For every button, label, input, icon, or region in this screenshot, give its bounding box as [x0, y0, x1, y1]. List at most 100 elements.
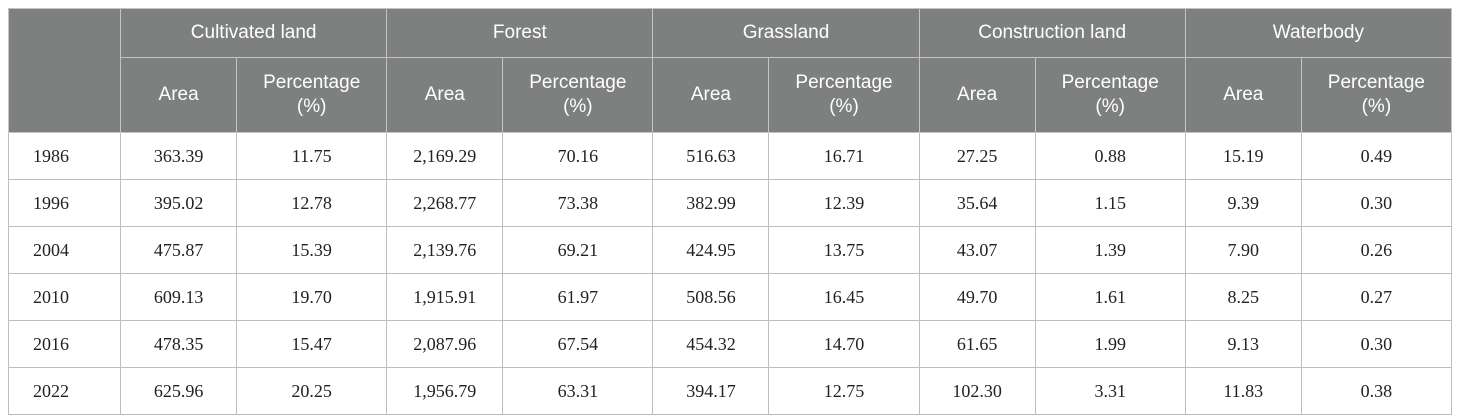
- group-header-construction-land: Construction land: [918, 8, 1186, 58]
- waterbody-area-cell: 11.83: [1184, 367, 1302, 415]
- percentage-unit: (%): [829, 96, 859, 117]
- grassland-area-cell: 454.32: [652, 320, 770, 368]
- grassland-percentage-cell: 16.45: [768, 273, 920, 321]
- forest-area-cell: 2,268.77: [386, 179, 504, 227]
- table-body: 1986 363.39 11.75 2,169.29 70.16 516.63 16.71 2…: [7, 132, 1453, 415]
- percentage-label: Percentage: [1061, 72, 1159, 94]
- grassland-area-cell: 424.95: [652, 226, 770, 274]
- construction-percentage-cell: 3.31: [1034, 367, 1186, 415]
- area-header: Area: [918, 57, 1036, 133]
- forest-percentage-cell: 70.16: [502, 132, 654, 180]
- grassland-percentage-cell: 12.75: [768, 367, 920, 415]
- area-header: Area: [652, 57, 770, 133]
- percentage-label: Percentage: [263, 72, 361, 94]
- cultivated-percentage-cell: 19.70: [236, 273, 388, 321]
- percentage-unit: (%): [296, 96, 327, 117]
- construction-percentage-cell: 1.61: [1034, 273, 1186, 321]
- cultivated-percentage-cell: 20.25: [236, 367, 388, 415]
- grassland-percentage-cell: 13.75: [768, 226, 920, 274]
- construction-percentage-cell: 0.88: [1034, 132, 1186, 180]
- waterbody-area-cell: 8.25: [1184, 273, 1302, 321]
- cultivated-area-cell: 475.87: [120, 226, 238, 274]
- cultivated-percentage-cell: 12.78: [236, 179, 388, 227]
- year-cell: 2004: [7, 226, 122, 274]
- year-cell: 2010: [7, 273, 122, 321]
- construction-percentage-cell: 1.39: [1034, 226, 1186, 274]
- cultivated-area-cell: 363.39: [120, 132, 238, 180]
- grassland-percentage-cell: 14.70: [768, 320, 920, 368]
- waterbody-percentage-cell: 0.49: [1300, 132, 1453, 180]
- percentage-header: Percentage (%): [1034, 57, 1186, 133]
- land-use-table: Cultivated land Forest Grassland Constru…: [7, 8, 1453, 415]
- forest-area-cell: 1,915.91: [386, 273, 504, 321]
- forest-area-cell: 1,956.79: [386, 367, 504, 415]
- construction-area-cell: 102.30: [918, 367, 1036, 415]
- cultivated-percentage-cell: 15.39: [236, 226, 388, 274]
- percentage-label: Percentage: [795, 72, 893, 94]
- cultivated-area-cell: 395.02: [120, 179, 238, 227]
- percentage-header: Percentage (%): [768, 57, 920, 133]
- forest-area-cell: 2,169.29: [386, 132, 504, 180]
- percentage-header: Percentage (%): [502, 57, 654, 133]
- table-row: 2016 478.35 15.47 2,087.96 67.54 454.32 14.70 6…: [7, 320, 1453, 368]
- percentage-unit: (%): [563, 96, 593, 117]
- construction-area-cell: 27.25: [918, 132, 1036, 180]
- percentage-label: Percentage: [529, 72, 627, 94]
- grassland-area-cell: 394.17: [652, 367, 770, 415]
- waterbody-area-cell: 15.19: [1184, 132, 1302, 180]
- construction-percentage-cell: 1.99: [1034, 320, 1186, 368]
- waterbody-area-cell: 9.39: [1184, 179, 1302, 227]
- land-use-table-container: Cultivated land Forest Grassland Constru…: [7, 8, 1453, 415]
- forest-percentage-cell: 73.38: [502, 179, 654, 227]
- percentage-unit: (%): [1095, 96, 1125, 117]
- table-row: 1996 395.02 12.78 2,268.77 73.38 382.99 12.39 3…: [7, 179, 1453, 227]
- area-header: Area: [386, 57, 504, 133]
- table-row: 2004 475.87 15.39 2,139.76 69.21 424.95 13.75 4…: [7, 226, 1453, 274]
- year-cell: 1986: [7, 132, 122, 180]
- percentage-header: Percentage (%): [236, 57, 388, 133]
- forest-percentage-cell: 63.31: [502, 367, 654, 415]
- forest-area-cell: 2,087.96: [386, 320, 504, 368]
- construction-area-cell: 49.70: [918, 273, 1036, 321]
- group-header-waterbody: Waterbody: [1184, 8, 1453, 58]
- forest-percentage-cell: 69.21: [502, 226, 654, 274]
- cultivated-area-cell: 609.13: [120, 273, 238, 321]
- construction-area-cell: 43.07: [918, 226, 1036, 274]
- forest-percentage-cell: 67.54: [502, 320, 654, 368]
- waterbody-percentage-cell: 0.38: [1300, 367, 1453, 415]
- waterbody-percentage-cell: 0.30: [1300, 179, 1453, 227]
- forest-percentage-cell: 61.97: [502, 273, 654, 321]
- table-row: 2022 625.96 20.25 1,956.79 63.31 394.17 12.75 1…: [7, 367, 1453, 415]
- construction-area-cell: 35.64: [918, 179, 1036, 227]
- cultivated-area-cell: 625.96: [120, 367, 238, 415]
- area-header: Area: [1184, 57, 1302, 133]
- waterbody-percentage-cell: 0.27: [1300, 273, 1453, 321]
- grassland-area-cell: 382.99: [652, 179, 770, 227]
- area-header: Area: [120, 57, 238, 133]
- year-cell: 2022: [7, 367, 122, 415]
- waterbody-area-cell: 9.13: [1184, 320, 1302, 368]
- group-header-grassland: Grassland: [652, 8, 920, 58]
- waterbody-area-cell: 7.90: [1184, 226, 1302, 274]
- waterbody-percentage-cell: 0.30: [1300, 320, 1453, 368]
- cultivated-percentage-cell: 15.47: [236, 320, 388, 368]
- group-header-cultivated-land: Cultivated land: [120, 8, 388, 58]
- grassland-percentage-cell: 12.39: [768, 179, 920, 227]
- construction-percentage-cell: 1.15: [1034, 179, 1186, 227]
- waterbody-percentage-cell: 0.26: [1300, 226, 1453, 274]
- year-cell: 1996: [7, 179, 122, 227]
- table-row: 2010 609.13 19.70 1,915.91 61.97 508.56 16.45 4…: [7, 273, 1453, 321]
- forest-area-cell: 2,139.76: [386, 226, 504, 274]
- table-row: 1986 363.39 11.75 2,169.29 70.16 516.63 16.71 2…: [7, 132, 1453, 180]
- construction-area-cell: 61.65: [918, 320, 1036, 368]
- group-header-forest: Forest: [386, 8, 654, 58]
- percentage-header: Percentage (%): [1300, 57, 1453, 133]
- corner-cell: [7, 8, 122, 133]
- percentage-unit: (%): [1361, 96, 1392, 117]
- grassland-area-cell: 516.63: [652, 132, 770, 180]
- cultivated-percentage-cell: 11.75: [236, 132, 388, 180]
- sub-header-row: Area Percentage (%) Area Percentage (%) Ar…: [9, 57, 1453, 133]
- percentage-label: Percentage: [1327, 72, 1425, 94]
- grassland-area-cell: 508.56: [652, 273, 770, 321]
- grassland-percentage-cell: 16.71: [768, 132, 920, 180]
